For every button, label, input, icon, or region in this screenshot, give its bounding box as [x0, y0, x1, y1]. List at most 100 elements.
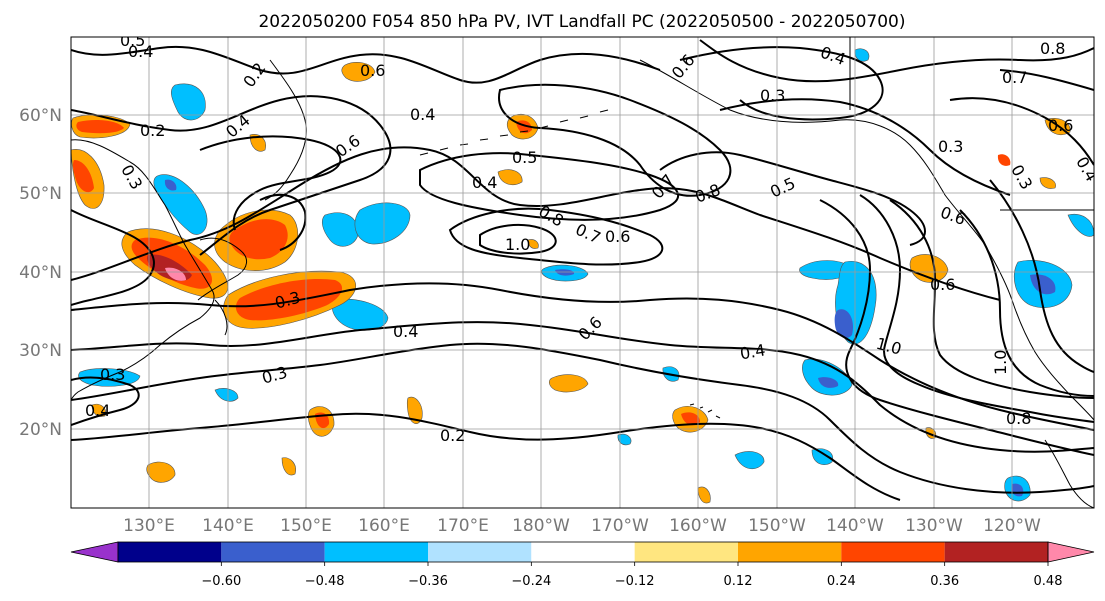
lat-label: 30°N	[19, 341, 62, 361]
pv-negative-shading	[78, 48, 1094, 502]
contour-line	[859, 194, 1094, 423]
contour-line	[819, 199, 1094, 456]
colorbar-tick-label: −0.12	[615, 574, 655, 589]
lon-label: 180°W	[512, 516, 570, 536]
pv-area	[164, 179, 177, 191]
colorbar-extend-low	[70, 541, 119, 563]
pv-area	[249, 134, 266, 152]
pv-area	[214, 388, 239, 402]
coastline-asia	[71, 139, 215, 401]
pv-area	[354, 202, 411, 245]
lat-label: 50°N	[19, 184, 62, 204]
lon-label: 170°W	[591, 516, 649, 536]
contour-label: 0.2	[440, 426, 465, 445]
colorbar-swatch	[428, 542, 532, 562]
pv-area	[406, 396, 423, 424]
contour-line	[71, 412, 901, 501]
contour-line	[71, 321, 1094, 453]
lon-label: 170°E	[437, 516, 489, 536]
colorbar-swatch	[531, 542, 635, 562]
pv-area	[91, 403, 106, 417]
contour-line	[71, 45, 661, 84]
contour-line	[71, 282, 1094, 431]
contour-line	[719, 98, 1011, 196]
contour-line	[71, 95, 392, 256]
contour-label: 0.3	[760, 86, 785, 105]
lat-label: 60°N	[19, 106, 62, 126]
contour-label: 0.6	[360, 61, 385, 80]
pv-area	[799, 260, 853, 280]
colorbar-frame	[117, 541, 1049, 563]
contour-line	[259, 193, 307, 251]
coastline-kamchatka	[264, 59, 307, 201]
pv-area	[1067, 214, 1094, 237]
contour-label: 0.8	[1040, 39, 1065, 58]
pv-area	[681, 412, 700, 426]
figure-title: 2022050200 F054 850 hPa PV, IVT Landfall…	[258, 12, 905, 32]
contour-label: 0.5	[512, 148, 537, 167]
contour-label: 0.6	[1048, 116, 1073, 135]
contour-label: 0.4	[393, 322, 418, 341]
pv-area	[497, 169, 523, 185]
pv-area	[235, 278, 343, 321]
contour-line	[679, 46, 884, 121]
colorbar-tick-label: −0.36	[408, 574, 448, 589]
contour-line	[999, 69, 1094, 91]
colorbar-swatch	[841, 542, 945, 562]
pv-area	[811, 448, 834, 465]
pv-area	[555, 269, 575, 276]
pv-area	[153, 174, 208, 235]
pv-area	[170, 83, 206, 121]
pv-area	[818, 377, 839, 388]
pv-area	[527, 239, 539, 249]
lon-label: 130°E	[123, 516, 175, 536]
graticule	[71, 37, 1094, 508]
lon-label: 140°W	[826, 516, 884, 536]
contour-line	[448, 207, 664, 266]
contour-label: 0.2	[140, 121, 165, 140]
contour-line	[71, 376, 140, 426]
pv-area	[549, 374, 589, 393]
pv-area	[281, 457, 296, 476]
colorbar-tick-label: −0.48	[305, 574, 345, 589]
pv-area	[72, 160, 94, 193]
contour-label: 0.3	[938, 137, 963, 156]
ivt-contours	[71, 39, 1094, 501]
coastline-japan	[197, 237, 247, 336]
contour-label: 0.7	[1002, 68, 1027, 87]
coastline-alaska	[639, 59, 986, 246]
contour-label: 0.4	[410, 105, 435, 124]
colorbar-tick-label: 0.12	[724, 574, 753, 589]
contour-label: 0.5	[120, 31, 145, 50]
latitude-labels: 60°N 50°N 40°N 30°N 20°N	[19, 106, 62, 440]
contour-label: 0.3	[100, 365, 125, 384]
contour-line	[71, 342, 1094, 494]
contour-label: 0.4	[128, 42, 153, 61]
colorbar-tick-label: −0.24	[511, 574, 551, 589]
lon-label: 130°W	[905, 516, 963, 536]
colorbar-tick-label: 0.48	[1034, 574, 1063, 589]
colorbar-swatch	[738, 542, 842, 562]
pv-area	[697, 486, 711, 504]
colorbar-swatch	[944, 542, 1048, 562]
contour-label: 0.8	[1006, 409, 1031, 428]
map-panel: 0.5 0.4 0.2 0.4 0.6 0.2 0.4 0.6 0.4 0.5 …	[70, 31, 1095, 509]
contour-line	[71, 209, 155, 306]
contour-line	[71, 146, 1001, 301]
colorbar-tick-label: 0.24	[827, 574, 856, 589]
contour-label: 0.4	[85, 401, 110, 420]
pv-area	[229, 219, 288, 260]
lon-label: 150°W	[748, 516, 806, 536]
colorbar-tick-label: −0.60	[201, 574, 241, 589]
pv-area	[146, 461, 176, 483]
pv-area	[854, 48, 870, 62]
coastline-north-america	[984, 244, 1094, 421]
pv-area	[165, 267, 186, 281]
lat-label: 20°N	[19, 420, 62, 440]
pv-area	[802, 358, 853, 396]
pv-area	[321, 212, 359, 247]
lon-label: 160°E	[358, 516, 410, 536]
hawaii-islands	[689, 403, 721, 419]
map-frame	[70, 36, 1095, 509]
coastline-mexico	[1044, 439, 1094, 508]
